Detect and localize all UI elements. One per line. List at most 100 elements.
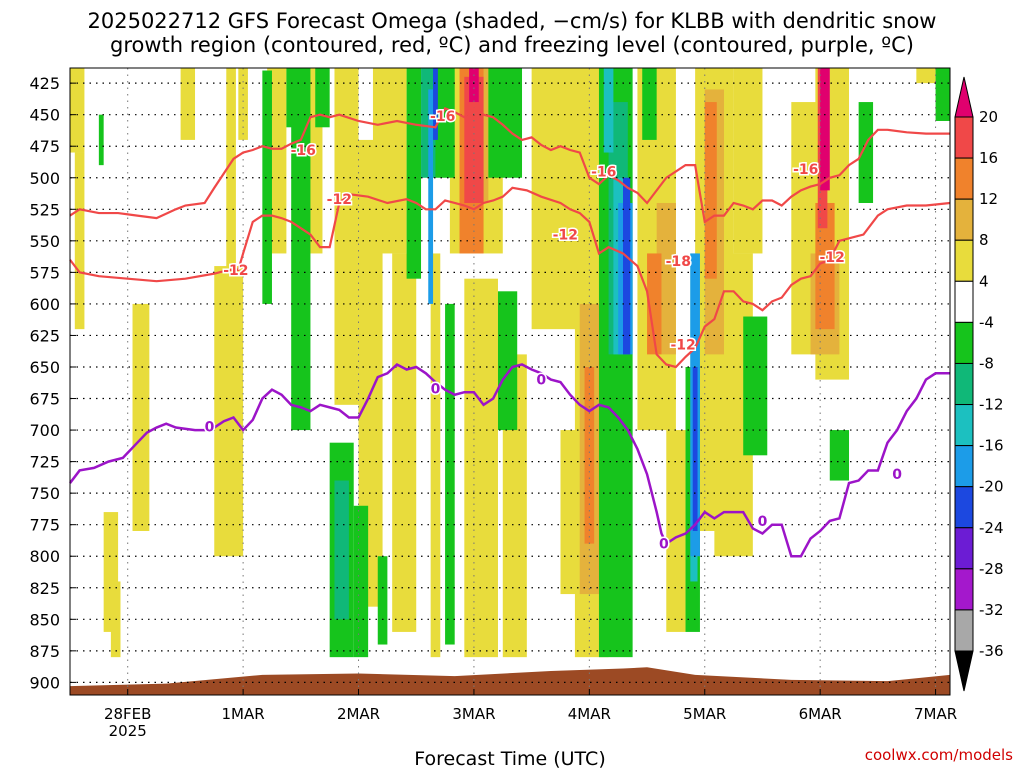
x-tick-label-1: 1MAR	[222, 705, 265, 723]
colorbar-label-4: 4	[979, 272, 989, 290]
colorbar-label-10: -24	[979, 519, 1004, 537]
x-tick-label-5: 5MAR	[683, 705, 726, 723]
omega-region-76	[692, 366, 698, 531]
y-tick-label-12: 725	[29, 453, 60, 472]
y-tick-label-6: 575	[29, 263, 60, 282]
chart-title-line-1: 2025022712 GFS Forecast Omega (shaded, −…	[87, 9, 937, 33]
omega-region-20	[531, 68, 580, 330]
colorbar-segment-5	[954, 280, 974, 323]
contour-label-9: -12	[820, 250, 845, 266]
omega-region-46	[262, 70, 272, 304]
x-tick-label-6: 6MAR	[799, 705, 842, 723]
omega-region-75	[433, 68, 438, 140]
y-tick-label-4: 525	[29, 200, 60, 219]
colorbar-label-1: 16	[979, 149, 998, 167]
omega-region-71	[428, 89, 434, 304]
omega-region-13	[372, 68, 407, 254]
colorbar-segment-13	[954, 609, 974, 652]
omega-region-7	[226, 68, 236, 431]
colorbar-segment-7	[954, 362, 974, 406]
omega-region-4	[132, 303, 150, 531]
y-tick-label-9: 650	[29, 358, 60, 377]
omega-region-38	[704, 102, 717, 279]
omega-region-1	[74, 152, 85, 330]
colorbar-label-9: -20	[979, 478, 1004, 496]
omega-region-64	[935, 68, 950, 121]
omega-region-43	[469, 68, 479, 103]
omega-region-37	[584, 366, 595, 544]
x-tick-label-7: 7MAR	[914, 705, 957, 723]
omega-region-5	[180, 68, 196, 140]
colorbar-label-13: -36	[979, 642, 1004, 660]
y-tick-label-16: 825	[29, 579, 60, 598]
omega-region-27	[733, 68, 763, 254]
colorbar-label-5: -4	[979, 313, 994, 331]
y-tick-label-17: 850	[29, 610, 60, 629]
y-tick-label-0: 425	[29, 74, 60, 93]
colorbar-segment-10	[954, 486, 974, 529]
credit-text: coolwx.com/models	[865, 746, 1013, 764]
terrain-fill	[70, 667, 950, 695]
omega-region-8	[238, 68, 248, 140]
colorbar-top-arrow	[954, 76, 974, 118]
omega-region-30	[916, 68, 936, 84]
y-tick-label-10: 675	[29, 390, 60, 409]
colorbar: 20 16 12 8 4 -4 -8 -12 -16 -20 -24 -28 -32 -36	[954, 76, 1004, 692]
y-tick-label-14: 775	[29, 516, 60, 535]
omega-region-62	[829, 430, 850, 481]
colorbar-segment-11	[954, 527, 974, 570]
y-axis: 425 450 475 500 525 550 575 600 625 650 675 700 725 7…	[29, 74, 76, 692]
omega-region-11	[334, 68, 359, 405]
contour-line-freezing-level	[69, 362, 950, 558]
contour-label-7: -12	[670, 337, 695, 353]
omega-region-0	[70, 68, 85, 153]
contour-label-5: -16	[591, 164, 616, 180]
colorbar-segment-1	[954, 116, 974, 159]
omega-region-45	[98, 114, 104, 166]
contour-label-6: -18	[666, 254, 691, 270]
contour-label-4: -12	[553, 228, 578, 244]
contour-label-0: -12	[223, 263, 248, 279]
omega-region-65	[334, 480, 349, 620]
grid	[70, 68, 950, 695]
y-tick-label-19: 900	[29, 673, 60, 692]
contour-line-dgz-1	[69, 106, 950, 224]
y-tick-label-7: 600	[29, 295, 60, 314]
omega-region-44	[820, 68, 830, 191]
colorbar-label-11: -28	[979, 560, 1004, 578]
x-tick-label-4: 4MAR	[568, 705, 611, 723]
y-tick-label-13: 750	[29, 484, 60, 503]
omega-region-48	[291, 68, 311, 431]
colorbar-segment-2	[954, 157, 974, 200]
colorbar-bottom-arrow	[954, 650, 974, 692]
colorbar-label-3: 8	[979, 231, 989, 249]
colorbar-label-6: -8	[979, 354, 994, 372]
x-tick-label-2: 2MAR	[337, 705, 380, 723]
x-axis-title: Forecast Time (UTC)	[414, 748, 605, 768]
contour-label-13: 0	[659, 537, 669, 553]
contours	[69, 106, 951, 558]
colorbar-label-0: 20	[979, 108, 998, 126]
contour-line-dgz-0	[69, 186, 951, 369]
contour-label-11: 0	[431, 381, 441, 397]
y-tick-label-5: 550	[29, 232, 60, 251]
contour-label-15: 0	[892, 467, 902, 483]
omega-region-61	[743, 316, 768, 456]
omega-region-55	[445, 303, 455, 645]
omega-region-40	[647, 253, 662, 355]
omega-region-53	[406, 68, 422, 279]
omega-region-14	[392, 253, 417, 632]
y-tick-label-3: 500	[29, 169, 60, 188]
contour-label-1: -16	[291, 143, 316, 159]
omega-region-74	[623, 177, 631, 355]
colorbar-segment-4	[954, 239, 974, 282]
colorbar-segment-6	[954, 321, 974, 364]
omega-region-24	[666, 430, 686, 632]
omega-region-56	[488, 68, 523, 178]
x-tick-label-0: 28FEB	[104, 705, 151, 723]
y-tick-label-8: 625	[29, 326, 60, 345]
contour-labels: -12 -16 -12 -16 -12 -16 -18 -12 -16 -12 0 0 0 0 0 0	[203, 107, 904, 554]
colorbar-label-2: 12	[979, 190, 998, 208]
omega-region-16	[430, 253, 441, 658]
